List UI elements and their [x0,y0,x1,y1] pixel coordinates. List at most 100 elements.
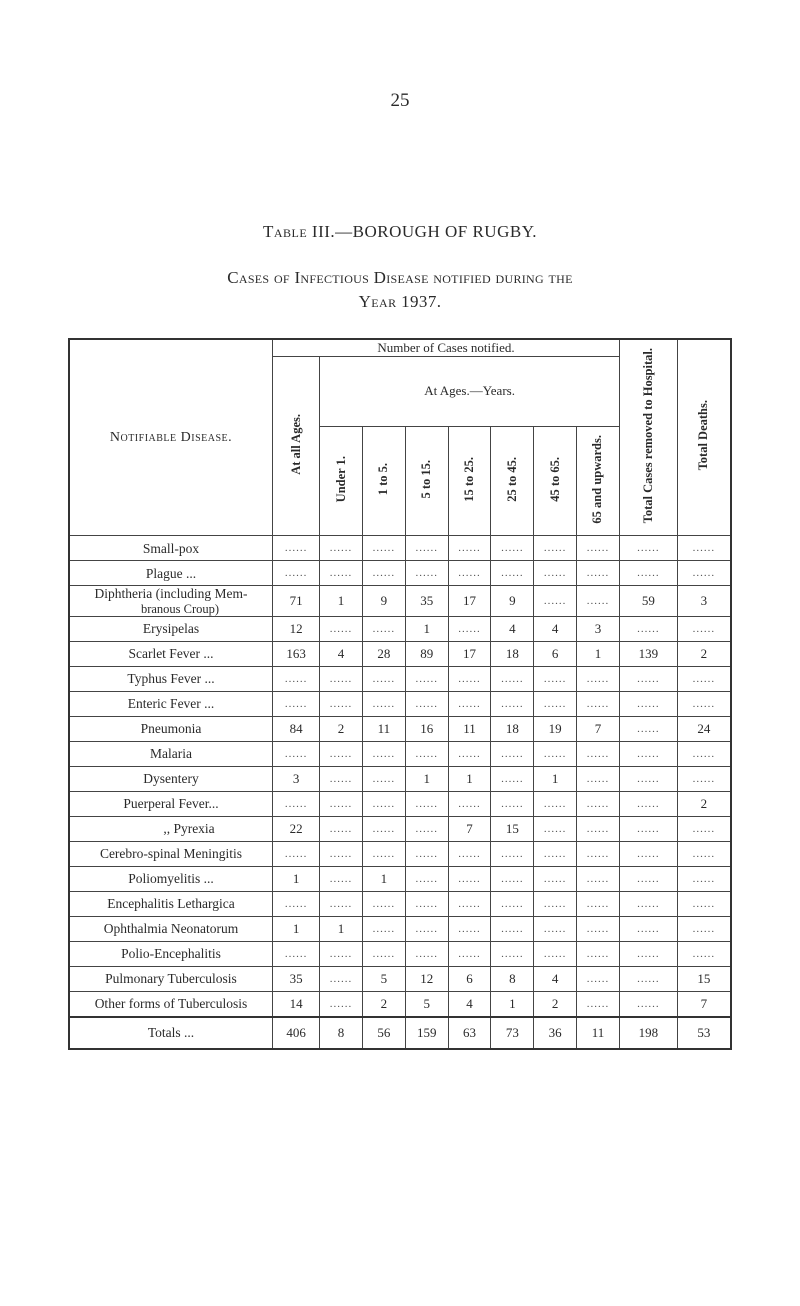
cell: ...... [405,867,448,892]
cell: 17 [448,642,491,667]
cell: ...... [534,842,577,867]
cell: ...... [677,561,731,586]
cell: ...... [405,917,448,942]
table-row: Typhus Fever ...........................… [69,667,731,692]
subheading-1: Cases of Infectious Disease notified dur… [68,268,732,288]
cell: ...... [448,617,491,642]
disease-name: Enteric Fever ... [69,692,273,717]
cell: ...... [362,892,405,917]
table-row: Diphtheria (including Mem-branous Croup)… [69,586,731,617]
cell: ...... [448,792,491,817]
cell: ...... [577,536,620,561]
cell: ...... [677,667,731,692]
cell: 28 [362,642,405,667]
cell: 18 [491,642,534,667]
table-row: Polio-Encephalitis......................… [69,942,731,967]
cell: ...... [491,561,534,586]
col-removed: Total Cases removed to Hospital. [620,339,678,536]
cell: ...... [362,842,405,867]
table-row: Pneumonia84211161118197......24 [69,717,731,742]
cell: ...... [320,867,363,892]
page-number: 25 [68,90,732,112]
cell: ...... [405,561,448,586]
cell: 2 [677,642,731,667]
disease-name: Cerebro-spinal Meningitis [69,842,273,867]
cell: ...... [448,892,491,917]
cell: ...... [362,561,405,586]
cell: 4 [534,617,577,642]
table-row: Malaria.................................… [69,742,731,767]
cell: ...... [273,942,320,967]
cell: 35 [405,586,448,617]
col-deaths: Total Deaths. [677,339,731,536]
cell: ...... [577,742,620,767]
cell: ...... [273,561,320,586]
cell: ...... [405,942,448,967]
cell: ...... [677,817,731,842]
disease-name: Pulmonary Tuberculosis [69,967,273,992]
cell: ...... [362,536,405,561]
disease-name: Erysipelas [69,617,273,642]
table-row: Puerperal Fever.........................… [69,792,731,817]
cell: ...... [448,667,491,692]
cell: ...... [320,742,363,767]
cell: ...... [534,536,577,561]
cell: ...... [577,892,620,917]
cell: 14 [273,992,320,1018]
col-1to5: 1 to 5. [362,426,405,536]
cell: 4 [448,992,491,1018]
col-at-ages: At Ages.—Years. [320,357,620,427]
subheading-2: Year 1937. [68,292,732,312]
cell: ...... [577,561,620,586]
cell: 1 [320,917,363,942]
cell: ...... [620,842,678,867]
cell: ...... [577,967,620,992]
cell: ...... [534,867,577,892]
cell: ...... [620,867,678,892]
cell: ...... [448,561,491,586]
cell: ...... [491,667,534,692]
cell: ...... [491,792,534,817]
cell: ...... [677,742,731,767]
cell: 24 [677,717,731,742]
cell: ...... [320,792,363,817]
cell: 19 [534,717,577,742]
cell: 1 [362,867,405,892]
cell: ...... [620,942,678,967]
totals-row: Totals ...4068561596373361119853 [69,1017,731,1049]
cell: ...... [620,561,678,586]
cell: ...... [448,536,491,561]
cell: ...... [534,942,577,967]
cell: 3 [273,767,320,792]
cell: ...... [491,942,534,967]
cell: ...... [534,667,577,692]
cell: ...... [534,792,577,817]
cell: ...... [491,892,534,917]
cell: ...... [362,692,405,717]
cell: ...... [577,917,620,942]
cell: 9 [362,586,405,617]
cell: ...... [320,967,363,992]
cell: 4 [534,967,577,992]
table-row: Dysentery3............11......1.........… [69,767,731,792]
cell: ...... [677,892,731,917]
table-row: Encephalitis Lethargica.................… [69,892,731,917]
totals-cell: 406 [273,1017,320,1049]
disease-name: Poliomyelitis ... [69,867,273,892]
cell: 2 [320,717,363,742]
col-65up: 65 and upwards. [577,426,620,536]
table-heading: Table III.—BOROUGH OF RUGBY. [68,222,732,242]
cell: ...... [577,692,620,717]
cell: ...... [362,792,405,817]
cell: ...... [677,692,731,717]
cell: ...... [491,692,534,717]
cell: 7 [677,992,731,1018]
cell: ...... [577,817,620,842]
table-row: Poliomyelitis ...1......1...............… [69,867,731,892]
cell: 1 [320,586,363,617]
cell: ...... [405,817,448,842]
cell: ...... [320,992,363,1018]
cell: ...... [620,692,678,717]
cell: 11 [448,717,491,742]
cell: ...... [405,667,448,692]
